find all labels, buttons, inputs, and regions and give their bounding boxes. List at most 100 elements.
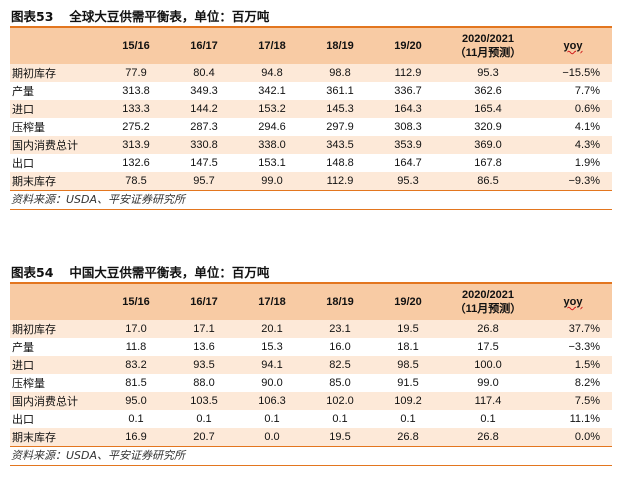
data-cell: 153.1 xyxy=(258,157,286,169)
row-label: 压榨量 xyxy=(12,377,45,390)
data-cell: 148.8 xyxy=(326,157,354,169)
yoy-cell: −15.5% xyxy=(534,64,612,82)
data-cell: 275.2 xyxy=(122,121,150,133)
data-cell: 287.3 xyxy=(190,121,218,133)
data-cell: 0.1 xyxy=(400,413,416,425)
row-label: 产量 xyxy=(12,85,34,98)
row-label: 出口 xyxy=(12,157,34,170)
data-cell: 88.0 xyxy=(193,377,215,389)
data-cell: 342.1 xyxy=(258,85,286,97)
column-header-yoy: yoy xyxy=(534,28,612,64)
data-cell: 94.8 xyxy=(238,64,306,82)
figure-title: 全球大豆供需平衡表，单位：百万吨 xyxy=(69,9,270,24)
column-header: 16/17 xyxy=(170,28,238,64)
row-label: 期末库存 xyxy=(10,172,102,190)
data-cell: 313.9 xyxy=(102,136,170,154)
data-cell: 95.3 xyxy=(442,64,534,82)
yoy-cell: −9.3% xyxy=(534,172,612,190)
data-cell: 109.2 xyxy=(374,392,442,410)
data-cell: 320.9 xyxy=(474,121,502,133)
data-cell: 164.3 xyxy=(374,100,442,118)
data-cell: 20.7 xyxy=(170,428,238,446)
table-title: 图表54 中国大豆供需平衡表，单位：百万吨 xyxy=(10,262,612,284)
data-cell: 0.1 xyxy=(128,413,144,425)
table-block: 图表54 中国大豆供需平衡表，单位：百万吨 15/16 16/17 17/18 18/19… xyxy=(10,262,612,466)
column-header: 19/20 xyxy=(374,284,442,320)
data-cell: 294.6 xyxy=(258,121,286,133)
table-row: 期初库存 77.9 80.4 94.8 98.8 112.9 95.3 −15.5% xyxy=(10,64,612,82)
row-label: 期末库存 xyxy=(10,428,102,446)
data-table: 15/16 16/17 17/18 18/19 19/20 2020/2021 （11月预测… xyxy=(10,284,612,446)
column-header xyxy=(10,28,102,64)
forecast-year: 2020/2021 xyxy=(462,33,514,45)
yoy-cell: 37.7% xyxy=(534,320,612,338)
data-cell: 16.0 xyxy=(329,341,351,353)
yoy-cell: 7.5% xyxy=(534,392,612,410)
table-row: 进口 83.2 93.5 94.1 82.5 98.5 100.0 1.5% xyxy=(10,356,612,374)
data-cell: 19.5 xyxy=(306,428,374,446)
column-header xyxy=(10,284,102,320)
data-table: 15/16 16/17 17/18 18/19 19/20 2020/2021 （11月预测… xyxy=(10,28,612,190)
data-cell: 132.6 xyxy=(122,157,150,169)
row-label: 期初库存 xyxy=(10,320,102,338)
data-cell: 144.2 xyxy=(170,100,238,118)
data-cell: 77.9 xyxy=(102,64,170,82)
row-label: 国内消费总计 xyxy=(10,136,102,154)
data-cell: 349.3 xyxy=(190,85,218,97)
data-cell: 103.5 xyxy=(170,392,238,410)
table-row: 国内消费总计 95.0 103.5 106.3 102.0 109.2 117.4 7.5% xyxy=(10,392,612,410)
data-cell: 165.4 xyxy=(442,100,534,118)
forecast-note: （11月预测） xyxy=(454,47,522,59)
column-header: 15/16 xyxy=(102,28,170,64)
data-cell: 330.8 xyxy=(170,136,238,154)
data-cell: 26.8 xyxy=(442,320,534,338)
data-cell: 297.9 xyxy=(326,121,354,133)
data-cell: 145.3 xyxy=(306,100,374,118)
column-header: 18/19 xyxy=(306,284,374,320)
row-label: 国内消费总计 xyxy=(10,392,102,410)
data-cell: 17.0 xyxy=(102,320,170,338)
data-cell: 26.8 xyxy=(374,428,442,446)
table-row: 产量 313.8 349.3 342.1 361.1 336.7 362.6 7.7% xyxy=(10,82,612,100)
row-label: 压榨量 xyxy=(12,121,45,134)
data-cell: 85.0 xyxy=(329,377,351,389)
column-header: 17/18 xyxy=(238,284,306,320)
data-cell: 313.8 xyxy=(122,85,150,97)
header-row: 15/16 16/17 17/18 18/19 19/20 2020/2021 （11月预测… xyxy=(10,284,612,320)
figure-title: 中国大豆供需平衡表，单位：百万吨 xyxy=(69,265,270,280)
data-cell: 81.5 xyxy=(125,377,147,389)
data-cell: 18.1 xyxy=(397,341,419,353)
data-cell: 362.6 xyxy=(474,85,502,97)
data-cell: 133.3 xyxy=(102,100,170,118)
data-cell: 86.5 xyxy=(442,172,534,190)
data-cell: 153.2 xyxy=(238,100,306,118)
row-label: 进口 xyxy=(10,100,102,118)
yoy-cell: 0.6% xyxy=(534,100,612,118)
data-cell: 99.0 xyxy=(477,377,499,389)
data-cell: 112.9 xyxy=(374,64,442,82)
yoy-cell: 4.3% xyxy=(534,136,612,154)
data-cell: 11.8 xyxy=(125,341,147,353)
yoy-cell: 8.2% xyxy=(574,377,600,389)
yoy-header-label: yoy xyxy=(563,296,583,308)
data-cell: 15.3 xyxy=(261,341,283,353)
table-row: 国内消费总计 313.9 330.8 338.0 343.5 353.9 369.0 4.3% xyxy=(10,136,612,154)
table-title: 图表53 全球大豆供需平衡表，单位：百万吨 xyxy=(10,6,612,28)
yoy-cell: 4.1% xyxy=(574,121,600,133)
data-cell: 93.5 xyxy=(170,356,238,374)
data-cell: 0.1 xyxy=(196,413,212,425)
table-block: 图表53 全球大豆供需平衡表，单位：百万吨 15/16 16/17 17/18 18/19… xyxy=(10,6,612,210)
header-row: 15/16 16/17 17/18 18/19 19/20 2020/2021 （11月预测… xyxy=(10,28,612,64)
row-label: 产量 xyxy=(12,341,34,354)
data-cell: 164.7 xyxy=(394,157,422,169)
data-cell: 91.5 xyxy=(397,377,419,389)
yoy-cell: 0.0% xyxy=(534,428,612,446)
data-cell: 0.0 xyxy=(238,428,306,446)
data-cell: 0.1 xyxy=(332,413,348,425)
column-header: 15/16 xyxy=(102,284,170,320)
data-cell: 336.7 xyxy=(394,85,422,97)
yoy-cell: −3.3% xyxy=(568,341,601,353)
data-cell: 98.5 xyxy=(374,356,442,374)
table-row: 期末库存 78.5 95.7 99.0 112.9 95.3 86.5 −9.3% xyxy=(10,172,612,190)
data-cell: 94.1 xyxy=(238,356,306,374)
